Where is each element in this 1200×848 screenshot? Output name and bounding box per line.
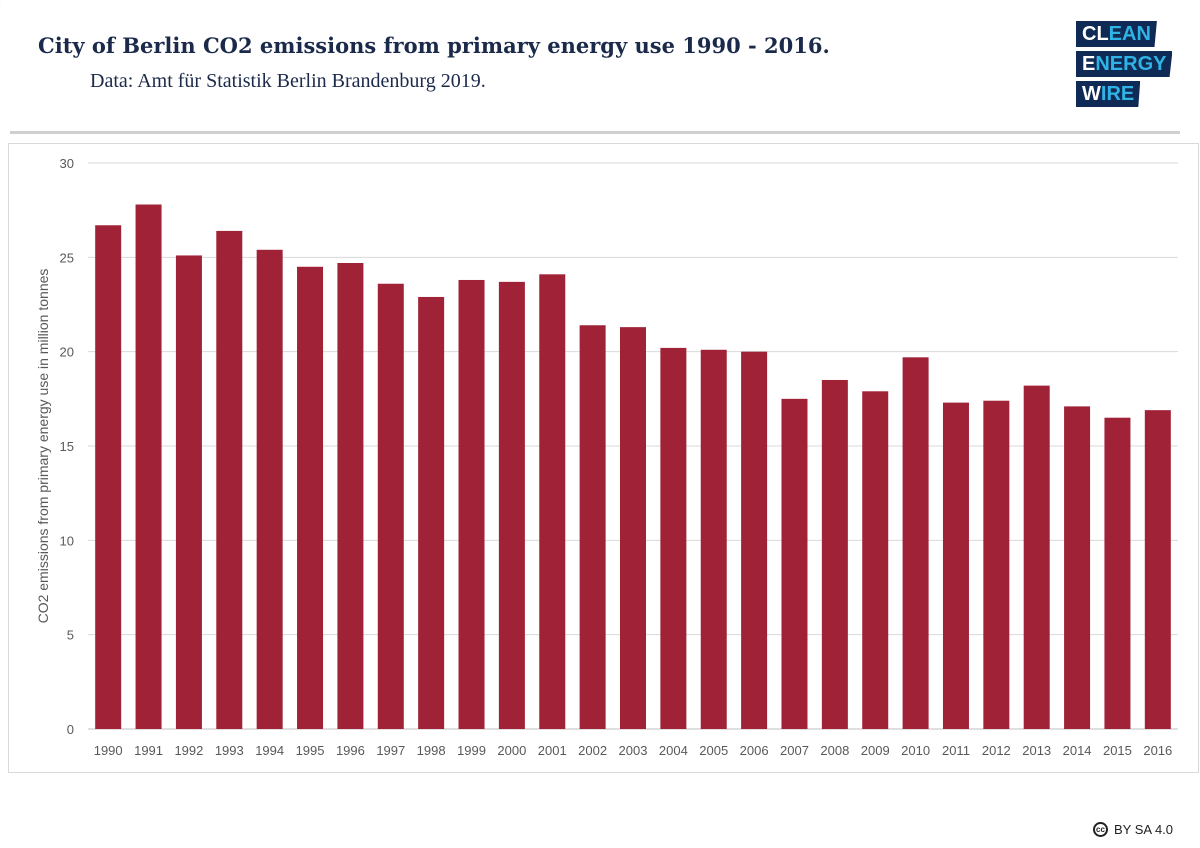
bar bbox=[539, 274, 566, 729]
y-tick-label: 0 bbox=[67, 722, 74, 737]
bar bbox=[1144, 410, 1171, 729]
x-tick-label: 1991 bbox=[134, 743, 163, 758]
bar bbox=[95, 225, 122, 729]
bar bbox=[579, 325, 606, 729]
bar bbox=[620, 327, 646, 729]
x-tick-label: 2001 bbox=[538, 743, 567, 758]
x-tick-label: 1997 bbox=[376, 743, 405, 758]
bar bbox=[216, 230, 243, 730]
x-tick-label: 1998 bbox=[417, 743, 446, 758]
bar bbox=[660, 347, 687, 729]
x-tick-label: 1992 bbox=[174, 743, 203, 758]
y-tick-label: 10 bbox=[60, 533, 74, 548]
y-tick-label: 15 bbox=[60, 439, 74, 454]
x-tick-label: 2008 bbox=[820, 743, 849, 758]
license: cc BY SA 4.0 bbox=[1093, 822, 1173, 837]
chart-subtitle: Data: Amt für Statistik Berlin Brandenbu… bbox=[90, 70, 486, 92]
x-tick-label: 2000 bbox=[497, 743, 526, 758]
bar bbox=[862, 391, 889, 729]
x-tick-label: 2007 bbox=[780, 743, 809, 758]
x-tick-label: 2006 bbox=[740, 743, 769, 758]
x-tick-label: 1993 bbox=[215, 743, 244, 758]
bar bbox=[337, 262, 364, 729]
license-text: BY SA 4.0 bbox=[1114, 822, 1174, 837]
header-panel bbox=[0, 0, 1190, 132]
x-tick-label: 2005 bbox=[699, 743, 728, 758]
bar bbox=[1023, 385, 1050, 729]
bar bbox=[942, 402, 969, 729]
x-tick-label: 2016 bbox=[1143, 743, 1172, 758]
bar bbox=[418, 296, 445, 729]
y-tick-label: 30 bbox=[60, 156, 74, 171]
x-tick-label: 2014 bbox=[1063, 743, 1092, 758]
chart-frame bbox=[8, 143, 1199, 773]
y-tick-label: 20 bbox=[60, 345, 74, 360]
bar bbox=[498, 281, 525, 729]
bar bbox=[1104, 417, 1131, 729]
bar bbox=[700, 349, 727, 729]
x-tick-label: 1995 bbox=[296, 743, 325, 758]
x-tick-label: 2002 bbox=[578, 743, 607, 758]
clean-energy-wire-logo: CLEAN ENERGY WIRE bbox=[1076, 21, 1173, 111]
bar bbox=[781, 398, 808, 729]
bar bbox=[135, 204, 162, 730]
y-axis-label: CO2 emissions from primary energy use in… bbox=[35, 269, 51, 624]
x-tick-label: 2013 bbox=[1022, 743, 1051, 758]
x-tick-label: 2003 bbox=[619, 743, 648, 758]
x-tick-label: 1996 bbox=[336, 743, 365, 758]
chart-title: City of Berlin CO2 emissions from primar… bbox=[38, 33, 830, 58]
y-tick-label: 25 bbox=[60, 250, 74, 265]
x-tick-label: 2012 bbox=[982, 743, 1011, 758]
bar bbox=[821, 379, 848, 729]
bar bbox=[983, 400, 1010, 729]
x-tick-label: 1999 bbox=[457, 743, 486, 758]
y-tick-label: 5 bbox=[67, 628, 74, 643]
x-tick-label: 2009 bbox=[861, 743, 890, 758]
x-tick-label: 1994 bbox=[255, 743, 284, 758]
x-tick-label: 2011 bbox=[942, 743, 970, 758]
bar bbox=[1064, 406, 1091, 729]
header-divider bbox=[10, 131, 1180, 134]
bar bbox=[377, 283, 404, 729]
x-tick-label: 2010 bbox=[901, 743, 930, 758]
bar bbox=[175, 255, 202, 730]
x-tick-label: 2015 bbox=[1103, 743, 1132, 758]
creative-commons-icon: cc bbox=[1093, 822, 1108, 837]
x-tick-label: 1990 bbox=[94, 743, 123, 758]
bar bbox=[902, 357, 929, 729]
bar bbox=[741, 351, 768, 729]
bar bbox=[297, 266, 324, 729]
bar bbox=[256, 249, 283, 729]
bar bbox=[458, 279, 485, 729]
x-tick-label: 2004 bbox=[659, 743, 688, 758]
